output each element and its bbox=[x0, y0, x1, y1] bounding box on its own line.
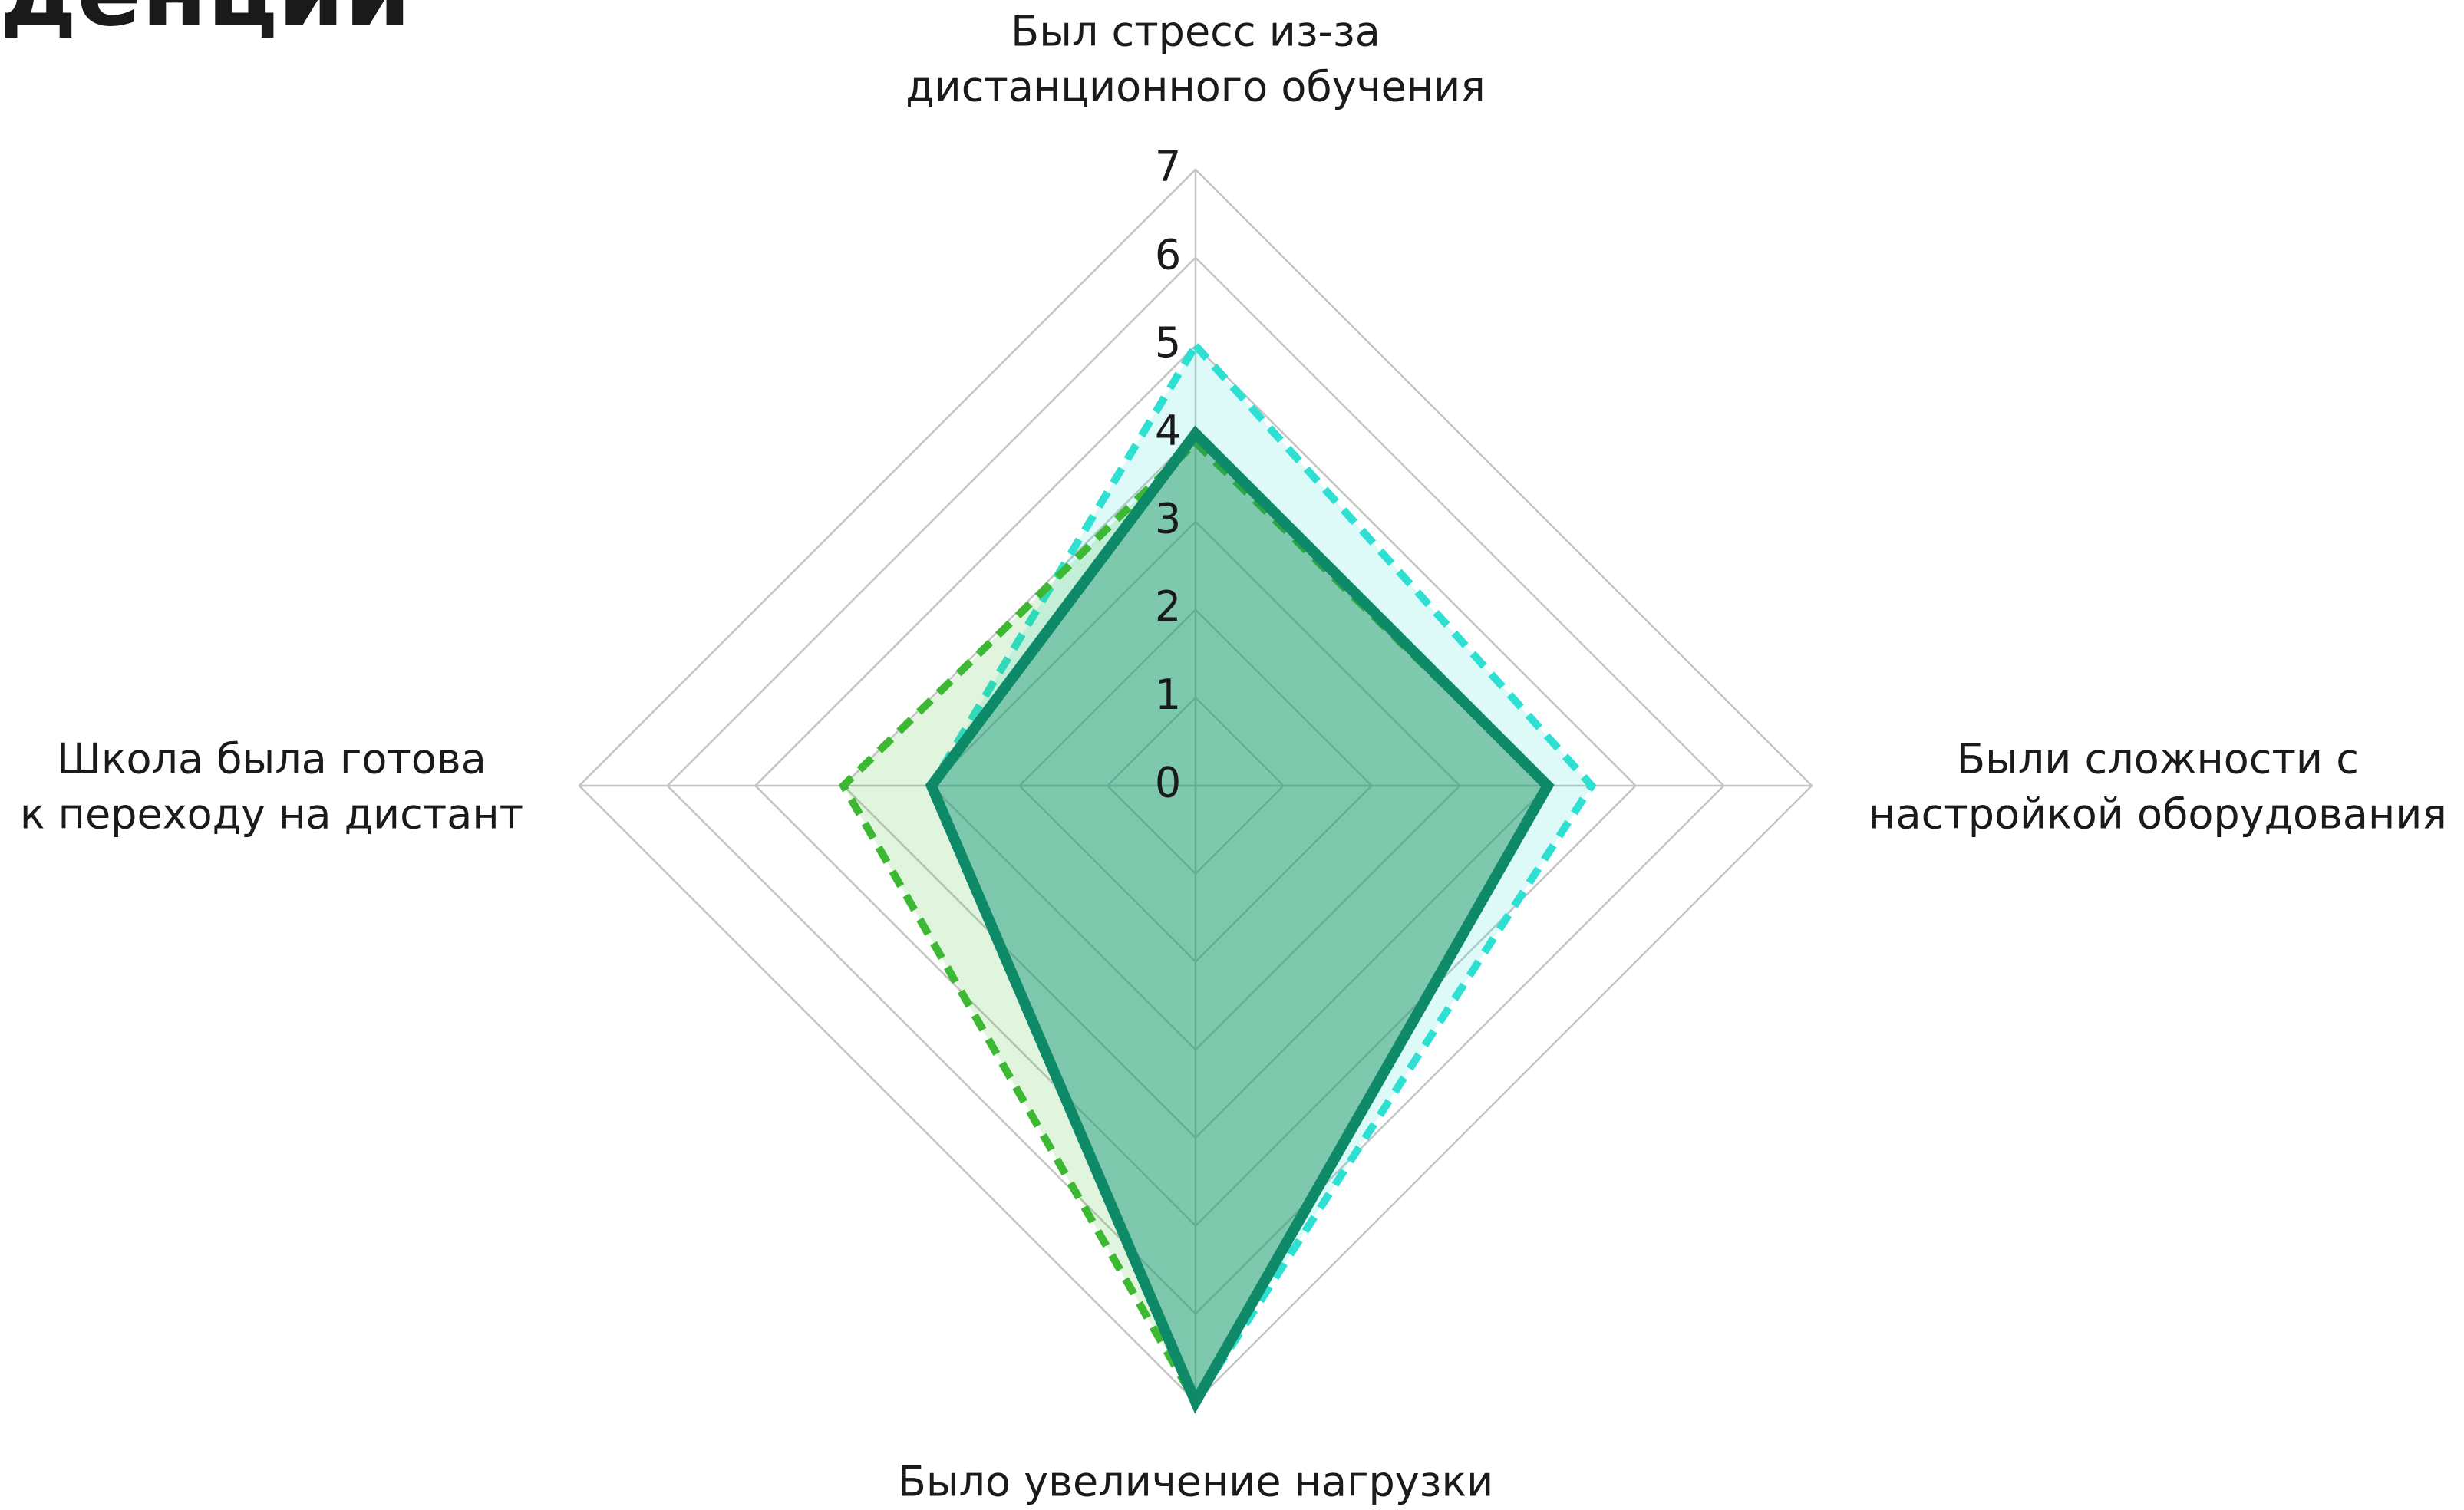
tick-label: 5 bbox=[1155, 318, 1181, 367]
page-title: денции bbox=[0, 0, 411, 48]
series-area bbox=[925, 425, 1555, 1414]
category-label: настройкой оборудования bbox=[1869, 790, 2447, 839]
category-label: Был стресс из-за bbox=[1011, 8, 1380, 56]
tick-label: 6 bbox=[1155, 230, 1181, 279]
tick-label: 1 bbox=[1155, 671, 1181, 719]
tick-label: 0 bbox=[1155, 759, 1181, 807]
category-label: Школа была готова bbox=[57, 735, 487, 783]
category-label: Были сложности с bbox=[1957, 735, 2359, 783]
series-area bbox=[927, 339, 1597, 1410]
tick-label: 2 bbox=[1155, 582, 1181, 631]
tick-label: 3 bbox=[1155, 494, 1181, 542]
category-label: к переходу на дистант bbox=[20, 790, 523, 839]
category-label: дистанционного обучения bbox=[905, 63, 1485, 111]
tick-label: 7 bbox=[1155, 143, 1181, 191]
category-label: Было увеличение нагрузки bbox=[898, 1458, 1493, 1506]
tick-label: 4 bbox=[1155, 407, 1181, 455]
